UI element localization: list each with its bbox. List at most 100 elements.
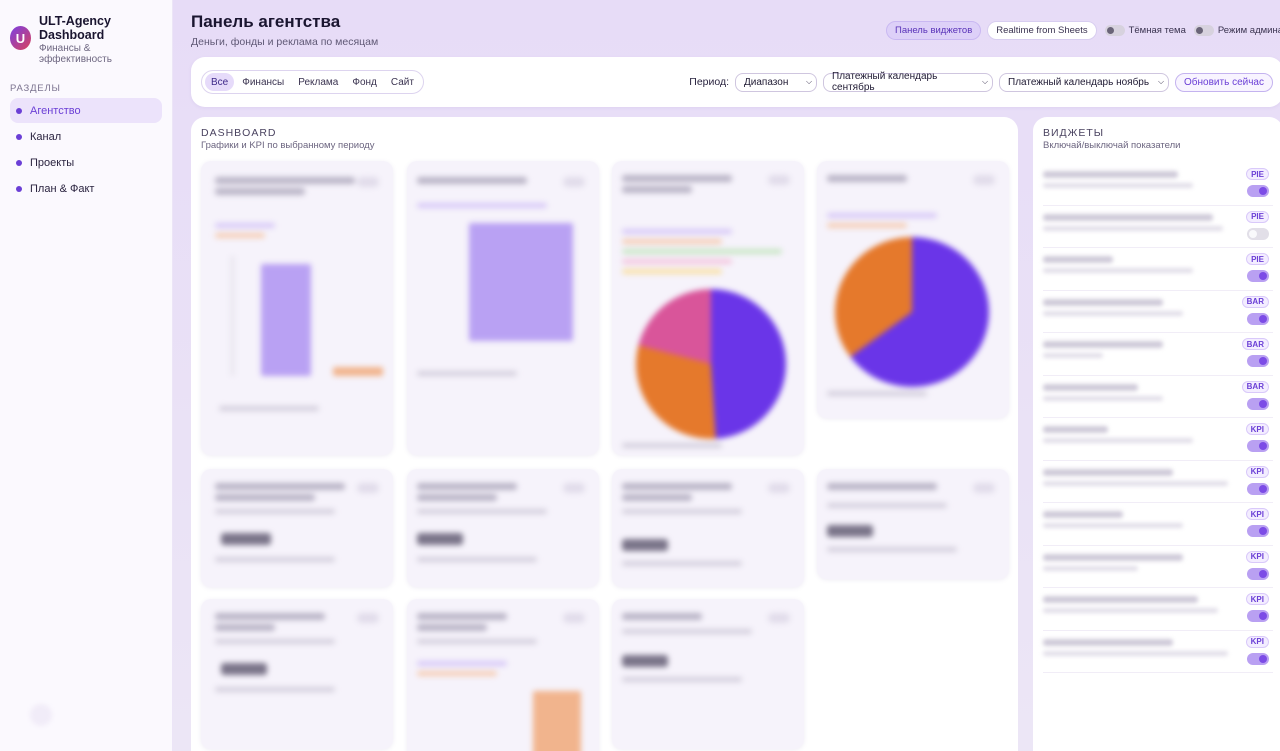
tab[interactable]: Финансы <box>242 76 285 88</box>
widget-name-placeholder <box>1043 171 1178 178</box>
widget-desc-placeholder <box>1043 268 1193 273</box>
widget-name-placeholder <box>1043 553 1183 561</box>
widget-toggle-row: KPI <box>1043 546 1273 588</box>
period-from-select[interactable]: Платежный календарь сентябрь ⌵ <box>823 71 994 93</box>
widget-toggle-row: KPI <box>1043 461 1273 503</box>
widget-name-placeholder <box>1043 256 1113 263</box>
sidebar-avatar-icon[interactable] <box>30 704 52 726</box>
widget-enable-toggle-icon[interactable] <box>1247 397 1269 410</box>
widget-type-badge: BAR <box>1241 380 1269 393</box>
brand-title: ULT-Agency Dashboard <box>38 14 111 42</box>
sidebar-section-label: РАЗДЕЛЫ <box>10 83 61 94</box>
widget-name-placeholder <box>1043 383 1138 391</box>
widget-toggle-row: BAR <box>1043 333 1273 376</box>
bullet-dot-icon <box>16 159 22 166</box>
sidebar-item[interactable]: Канал <box>10 124 162 149</box>
refresh-button[interactable]: Обновить сейчас <box>1175 72 1273 92</box>
widget-enable-toggle-icon[interactable] <box>1247 525 1269 537</box>
pie-chart <box>636 289 786 439</box>
widget-enable-toggle-icon[interactable] <box>1247 440 1269 452</box>
chevron-down-icon: ⌵ <box>805 77 813 86</box>
widget-type-badge: KPI <box>1245 508 1269 520</box>
widget-card-kpi[interactable] <box>612 599 804 749</box>
widget-enable-toggle-icon[interactable] <box>1247 610 1269 622</box>
widget-desc-placeholder <box>1043 225 1223 231</box>
widget-type-badge: PIE <box>1246 168 1269 180</box>
widget-card-kpi[interactable] <box>201 469 393 587</box>
dashboard-subtitle: Графики и KPI по выбранному периоду <box>201 140 375 151</box>
period-mode-value: Диапазон <box>744 76 789 88</box>
widget-card-bar[interactable] <box>201 161 393 455</box>
sidebar-item[interactable]: Агентство <box>10 98 162 123</box>
widget-card-pie[interactable] <box>817 161 1009 418</box>
sidebar-item-label: Канал <box>30 130 62 143</box>
widget-enable-toggle-icon[interactable] <box>1247 312 1269 325</box>
widget-card-kpi[interactable] <box>407 469 599 587</box>
widget-enable-toggle-icon[interactable] <box>1247 482 1269 495</box>
content-area: DASHBOARD Графики и KPI по выбранному пе… <box>191 117 1280 751</box>
bullet-dot-icon <box>16 185 22 192</box>
bar-purple <box>261 264 311 376</box>
chevron-down-icon: ⌵ <box>1157 77 1165 86</box>
widget-desc-placeholder <box>1043 438 1193 443</box>
widget-card-bar[interactable] <box>407 599 599 751</box>
admin-mode-switch-icon[interactable] <box>1193 25 1214 36</box>
widget-desc-placeholder <box>1043 523 1183 528</box>
widget-card-kpi[interactable] <box>817 469 1009 579</box>
widgets-panel: ВИДЖЕТЫ Включай/выключай показатели PIE P… <box>1033 117 1280 751</box>
widget-enable-toggle-icon[interactable] <box>1247 185 1269 197</box>
widget-enable-toggle-icon[interactable] <box>1247 652 1269 665</box>
widget-toggle-row: KPI <box>1043 588 1273 631</box>
bar-purple <box>469 223 573 341</box>
tab[interactable]: Реклама <box>298 76 339 88</box>
tab[interactable]: Сайт <box>390 76 414 88</box>
sidebar: U ULT-Agency Dashboard Финансы & эффекти… <box>0 0 173 751</box>
dark-theme-switch-icon[interactable] <box>1104 25 1125 36</box>
widget-enable-toggle-icon[interactable] <box>1247 567 1269 580</box>
widget-name-placeholder <box>1043 638 1173 646</box>
widget-card-kpi[interactable] <box>201 599 393 749</box>
period-from-value: Платежный календарь сентябрь <box>832 71 938 93</box>
widget-toggle-row: PIE <box>1043 206 1273 248</box>
period-label: Период: <box>689 76 730 88</box>
widget-toggle-row: KPI <box>1043 418 1273 461</box>
widget-toggle-row: BAR <box>1043 291 1273 333</box>
tab[interactable]: Фонд <box>352 76 377 88</box>
widget-card-bar[interactable] <box>407 161 599 455</box>
widget-type-badge: KPI <box>1245 465 1269 478</box>
top-actions: Панель виджетов Realtime from Sheets Тём… <box>885 21 1280 40</box>
widget-name-placeholder <box>1043 298 1163 306</box>
filter-bar: Все Финансы Реклама Фонд Сайт Период: Диапаз… <box>191 57 1280 107</box>
sidebar-item[interactable]: Проекты <box>10 150 162 175</box>
period-to-select[interactable]: Платежный календарь ноябрь ⌵ <box>999 72 1170 92</box>
widget-type-badge: PIE <box>1246 210 1269 223</box>
bar-orange <box>333 367 383 376</box>
bar-orange <box>533 691 581 751</box>
widget-toggle-row: KPI <box>1043 631 1273 673</box>
widget-enable-toggle-icon[interactable] <box>1247 270 1269 282</box>
sidebar-item-label: Агентство <box>30 104 81 117</box>
realtime-button[interactable]: Realtime from Sheets <box>987 21 1097 40</box>
tab[interactable]: Все <box>205 73 235 91</box>
pie-chart <box>835 237 989 387</box>
widget-name-placeholder <box>1043 511 1123 518</box>
widget-desc-placeholder <box>1043 650 1228 656</box>
category-tabs: Все Финансы Реклама Фонд Сайт <box>201 70 424 94</box>
widget-panel-button[interactable]: Панель виджетов <box>885 21 982 40</box>
widget-type-badge: KPI <box>1245 635 1269 648</box>
widget-type-badge: BAR <box>1241 338 1269 350</box>
widget-enable-toggle-icon[interactable] <box>1247 227 1269 240</box>
widget-desc-placeholder <box>1043 565 1138 571</box>
widget-name-placeholder <box>1043 426 1108 433</box>
dark-theme-toggle[interactable]: Тёмная тема <box>1104 25 1186 36</box>
widget-card-pie[interactable] <box>612 161 804 455</box>
widget-desc-placeholder <box>1043 480 1228 486</box>
sidebar-item[interactable]: План & Факт <box>10 176 162 201</box>
widget-card-kpi[interactable] <box>612 469 804 587</box>
widget-enable-toggle-icon[interactable] <box>1247 355 1269 367</box>
sidebar-nav: Агентство Канал Проекты План & Факт <box>0 98 172 201</box>
admin-mode-toggle[interactable]: Режим админа <box>1193 25 1280 36</box>
period-mode-select[interactable]: Диапазон ⌵ <box>735 72 818 92</box>
widgets-list: PIE PIE PIE BAR BAR BAR KPI KPI KPI KPI KPI KPI <box>1043 163 1273 673</box>
widgets-title: ВИДЖЕТЫ <box>1043 127 1105 139</box>
